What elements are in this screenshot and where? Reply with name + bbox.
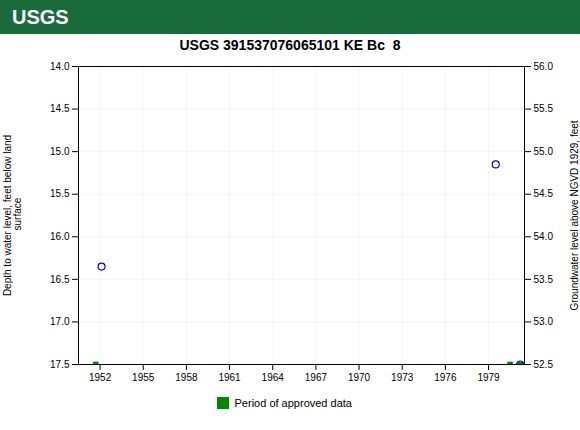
svg-text:1961: 1961 [218,372,241,383]
svg-text:1973: 1973 [391,372,414,383]
svg-text:17.0: 17.0 [50,316,70,327]
html-text:Period of approved data: Period of approved data [234,397,352,410]
html-text:USGS 391537076065101 KE Bc 8: USGS 391537076065101 KE Bc 8 [179,37,401,53]
svg-text:17.5: 17.5 [50,359,70,370]
svg-text:15.0: 15.0 [50,146,70,157]
svg-text:1976: 1976 [434,372,457,383]
svg-text:1955: 1955 [132,372,155,383]
svg-text:1958: 1958 [175,372,198,383]
svg-text:53.5: 53.5 [534,274,554,285]
svg-text:Depth to water level, feet bel: Depth to water level, feet below land su… [2,135,23,296]
svg-text:1967: 1967 [305,372,328,383]
svg-text:16.0: 16.0 [50,231,70,242]
svg-text:1979: 1979 [477,372,500,383]
svg-text:56.0: 56.0 [534,61,554,72]
svg-text:53.0: 53.0 [534,316,554,327]
svg-text:1970: 1970 [348,372,371,383]
svg-text:1964: 1964 [262,372,285,383]
svg-text:Groundwater level above NGVD 1: Groundwater level above NGVD 1929, feet [569,120,580,310]
html-text:USGS: USGS [12,6,69,28]
svg-text:54.5: 54.5 [534,188,554,199]
svg-text:52.5: 52.5 [534,359,554,370]
svg-text:15.5: 15.5 [50,188,70,199]
svg-text:1952: 1952 [89,372,112,383]
svg-text:14.0: 14.0 [50,61,70,72]
svg-text:54.0: 54.0 [534,231,554,242]
svg-text:14.5: 14.5 [50,103,70,114]
svg-text:55.0: 55.0 [534,146,554,157]
svg-text:16.5: 16.5 [50,274,70,285]
svg-text:55.5: 55.5 [534,103,554,114]
